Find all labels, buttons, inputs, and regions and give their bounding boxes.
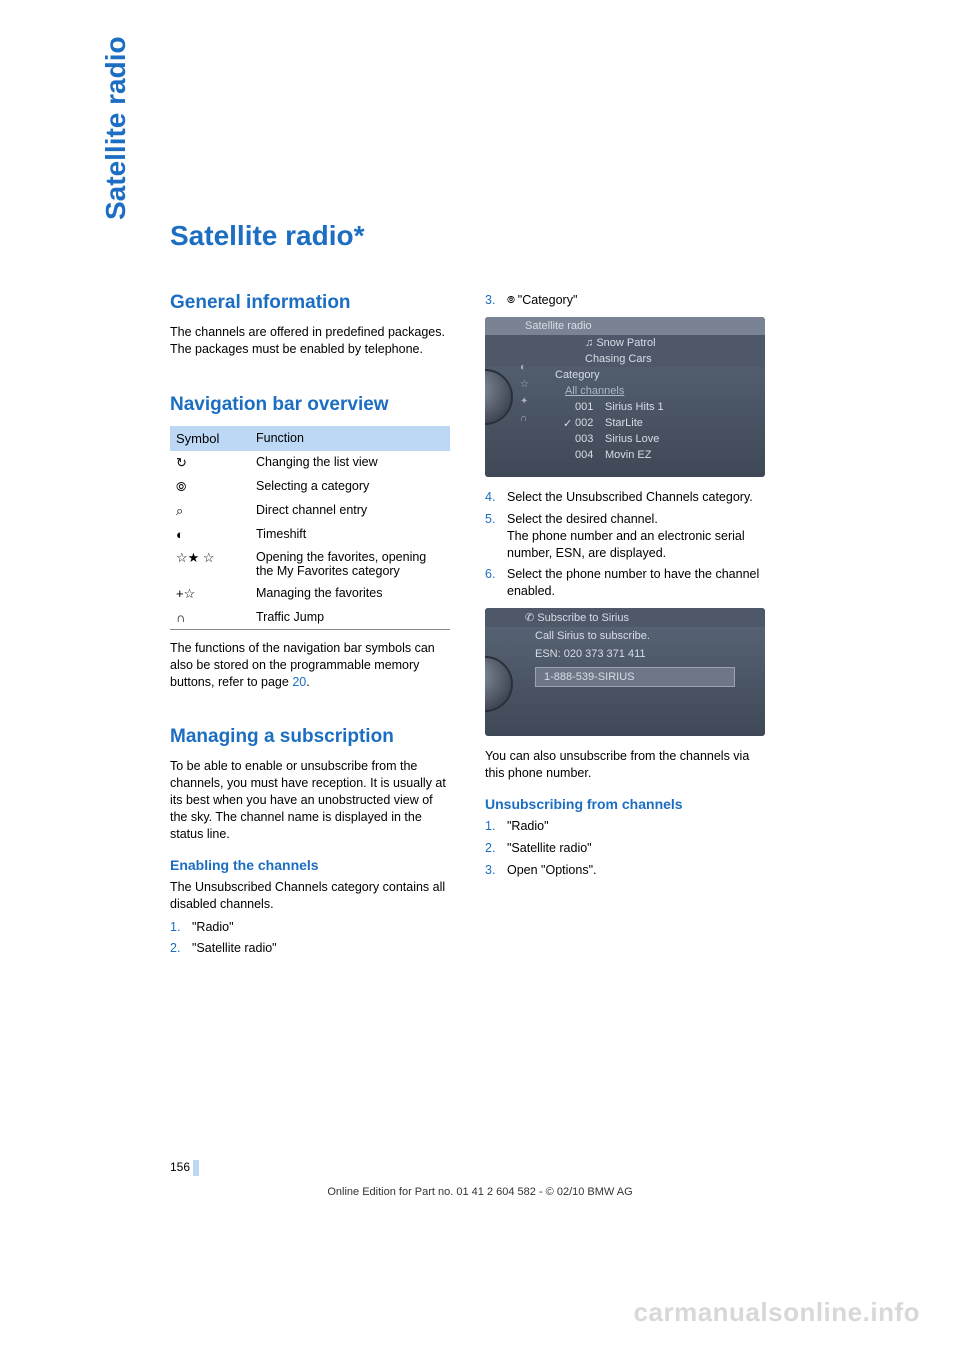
manual-page: Satellite radio Satellite radio* General… [0, 0, 960, 1358]
right-column: 3.⦾ "Category" Satellite radio ♫ Snow Pa… [485, 292, 765, 962]
symbol-fn: Opening the favorites, opening the My Fa… [250, 546, 450, 582]
step-subtext: The phone number and an electronic seria… [507, 529, 745, 560]
subscription-intro: To be able to enable or unsubscribe from… [170, 758, 450, 842]
page-number: 156 [170, 1160, 199, 1176]
screenshot-esn: ESN: 020 373 371 411 [485, 645, 765, 663]
symbol-fn: Traffic Jump [250, 606, 450, 630]
page-ref-link[interactable]: 20 [292, 675, 306, 689]
category-icon: ⦾ [507, 295, 518, 306]
step-3-list: 3.⦾ "Category" [485, 292, 765, 309]
step-text: Select the phone number to have the chan… [507, 567, 759, 598]
list-item: 3.⦾ "Category" [485, 292, 765, 309]
table-row: ∩Traffic Jump [170, 606, 450, 630]
step-text: "Category" [518, 293, 578, 307]
list-item: 6.Select the phone number to have the ch… [485, 566, 765, 600]
page-title: Satellite radio* [170, 220, 880, 252]
list-item: 1."Radio" [170, 919, 450, 936]
symbol-fn: Changing the list view [250, 451, 450, 475]
table-row: ◐Timeshift [170, 523, 450, 546]
list-item: 5.Select the desired channel.The phone n… [485, 511, 765, 562]
side-tab-label: Satellite radio [100, 36, 132, 220]
general-heading: General information [170, 292, 450, 314]
unsub-heading: Unsubscribing from channels [485, 796, 765, 812]
screenshot-title: Satellite radio [485, 317, 765, 335]
symbol-fn: Managing the favorites [250, 582, 450, 606]
step-text: "Radio" [192, 920, 234, 934]
symbol-fn: Selecting a category [250, 475, 450, 499]
step-text: "Radio" [507, 819, 549, 833]
left-column: General information The channels are off… [170, 292, 450, 962]
watermark: carmanualsonline.info [634, 1297, 920, 1328]
channel-row: 004Movin EZ [485, 447, 765, 463]
symbol-list-view-icon: ↻ [170, 451, 250, 475]
list-item: 2."Satellite radio" [485, 840, 765, 857]
step-text: "Satellite radio" [507, 841, 592, 855]
list-item: 2."Satellite radio" [170, 940, 450, 957]
step-text: Open "Options". [507, 863, 596, 877]
page-number-value: 156 [170, 1160, 190, 1174]
screenshot-side-icons: ◐☆✦∩ [520, 362, 538, 424]
navbar-note: The functions of the navigation bar symb… [170, 640, 450, 691]
screenshot-phone-highlight: 1-888-539-SIRIUS [535, 667, 735, 687]
channel-row: 003Sirius Love [485, 431, 765, 447]
footer-copyright: Online Edition for Part no. 01 41 2 604 … [0, 1186, 960, 1198]
list-item: 4.Select the Unsubscribed Channels categ… [485, 489, 765, 506]
step-text: "Satellite radio" [192, 941, 277, 955]
idrive-screenshot-subscribe: ✆ Subscribe to Sirius Call Sirius to sub… [485, 608, 765, 736]
table-row: ☆★ ☆Opening the favorites, opening the M… [170, 546, 450, 582]
list-item: 3.Open "Options". [485, 862, 765, 879]
symbol-timeshift-icon: ◐ [170, 523, 250, 546]
table-row: ⦾Selecting a category [170, 475, 450, 499]
enable-intro: The Unsubscribed Channels category conta… [170, 879, 450, 913]
general-body: The channels are offered in predefined p… [170, 324, 450, 358]
phone-icon: ✆ [525, 612, 537, 624]
idrive-knob-icon [485, 656, 513, 712]
screenshot-title: ✆ Subscribe to Sirius [485, 608, 765, 627]
artist-icon: ♫ [585, 337, 596, 349]
symbol-fn: Timeshift [250, 523, 450, 546]
screenshot-artist: ♫ Snow Patrol [485, 335, 765, 351]
enable-steps: 1."Radio" 2."Satellite radio" [170, 919, 450, 958]
check-icon: ✓ [563, 417, 572, 430]
step-text: Select the desired channel. [507, 512, 658, 526]
symbol-category-icon: ⦾ [170, 475, 250, 499]
navbar-heading: Navigation bar overview [170, 394, 450, 416]
idrive-screenshot-category: Satellite radio ♫ Snow Patrol Chasing Ca… [485, 317, 765, 477]
table-head-function: Function [250, 426, 450, 451]
symbol-manage-fav-icon: +☆ [170, 582, 250, 606]
steps-4-6: 4.Select the Unsubscribed Channels categ… [485, 489, 765, 600]
table-head-symbol: Symbol [170, 426, 250, 451]
unsub-steps: 1."Radio" 2."Satellite radio" 3.Open "Op… [485, 818, 765, 879]
table-row: ↻Changing the list view [170, 451, 450, 475]
symbol-direct-entry-icon: ⌕ [170, 499, 250, 523]
table-row: ⌕Direct channel entry [170, 499, 450, 523]
enable-heading: Enabling the channels [170, 857, 450, 873]
two-column-layout: General information The channels are off… [170, 292, 880, 962]
after-shot-note: You can also unsubscribe from the channe… [485, 748, 765, 782]
symbol-fn: Direct channel entry [250, 499, 450, 523]
screenshot-line: Call Sirius to subscribe. [485, 627, 765, 645]
symbol-traffic-jump-icon: ∩ [170, 606, 250, 630]
subscription-heading: Managing a subscription [170, 726, 450, 748]
symbol-favorites-icon: ☆★ ☆ [170, 546, 250, 582]
step-text: Select the Unsubscribed Channels categor… [507, 490, 753, 504]
navbar-symbol-table: Symbol Function ↻Changing the list view … [170, 426, 450, 630]
table-row: +☆Managing the favorites [170, 582, 450, 606]
list-item: 1."Radio" [485, 818, 765, 835]
navbar-note-post: . [306, 675, 309, 689]
